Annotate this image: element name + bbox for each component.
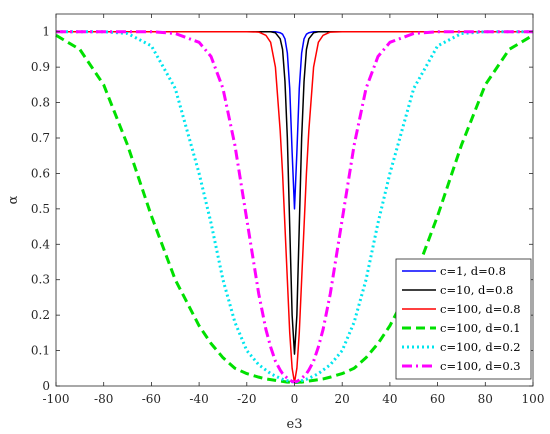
legend-label: c=100, d=0.2 (440, 340, 521, 354)
y-tick-label: 0.8 (31, 96, 50, 110)
legend-label: c=100, d=0.1 (440, 321, 521, 335)
y-tick-label: 1 (42, 25, 50, 39)
legend-label: c=100, d=0.8 (440, 302, 521, 316)
legend-label: c=100, d=0.3 (440, 359, 521, 373)
x-tick-label: 60 (430, 392, 445, 406)
x-tick-label: 0 (291, 392, 299, 406)
series-line-4 (55, 33, 534, 384)
ticks-layer: -100 -80 -60 -40 -20 0 20 40 60 80 100 0 0.1 0.2 0.3 0.… (31, 14, 545, 406)
legend: c=1, d=0.8 c=10, d=0.8 c=100, d=0.8 c=100, … (395, 258, 532, 380)
x-tick-label: 80 (478, 392, 493, 406)
x-tick-label: -20 (237, 392, 256, 406)
x-tick-label: 20 (335, 392, 350, 406)
y-tick-label: 0.2 (31, 308, 50, 322)
y-tick-label: 0.6 (31, 166, 50, 180)
x-tick-label: -40 (189, 392, 208, 406)
y-axis-label: α (6, 195, 21, 204)
x-tick-label: -60 (142, 392, 161, 406)
x-tick-label: -100 (43, 392, 70, 406)
y-tick-label: 0.9 (31, 60, 50, 74)
y-tick-label: 0.5 (31, 202, 50, 216)
x-tick-label: -80 (94, 392, 113, 406)
x-tick-label: 100 (522, 392, 545, 406)
y-tick-label: 0 (42, 379, 50, 393)
y-tick-label: 0.7 (31, 131, 50, 145)
x-tick-label: 40 (382, 392, 397, 406)
legend-label: c=10, d=0.8 (440, 283, 513, 297)
x-axis-label: e3 (287, 417, 303, 432)
legend-box (395, 258, 532, 380)
y-tick-label: 0.4 (31, 237, 50, 251)
legend-label: c=1, d=0.8 (440, 264, 506, 278)
y-tick-label: 0.1 (31, 344, 50, 358)
series-line-5 (56, 30, 533, 384)
y-tick-label: 0.3 (31, 273, 50, 287)
